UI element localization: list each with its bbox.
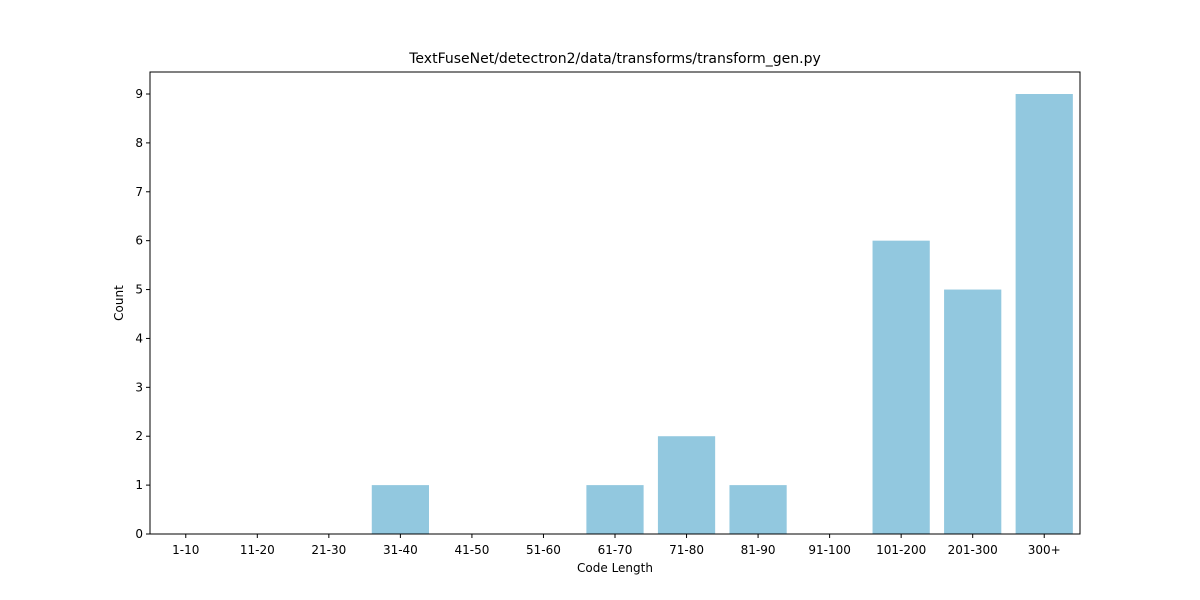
y-tick-label: 7: [135, 185, 143, 199]
x-tick-label: 41-50: [454, 543, 489, 557]
x-tick-label: 11-20: [240, 543, 275, 557]
x-axis: 1-10 11-20 21-30 31-40 41-50 51-60 61-70 71-80 8…: [172, 534, 1061, 557]
y-tick-label: 3: [135, 380, 143, 394]
x-tick-label: 51-60: [526, 543, 561, 557]
y-tick-label: 4: [135, 331, 143, 345]
bar-300+: [1015, 94, 1073, 534]
x-tick-label: 300+: [1028, 543, 1061, 557]
bar-81-90: [729, 485, 787, 534]
x-axis-title: Code Length: [577, 561, 653, 575]
bars-group: [371, 94, 1073, 534]
y-tick-label: 2: [135, 429, 143, 443]
x-tick-label: 91-100: [808, 543, 851, 557]
plot-frame: [149, 71, 1081, 535]
y-axis-title: Count: [112, 285, 126, 321]
y-tick-label: 5: [135, 283, 143, 297]
x-tick-label: 71-80: [669, 543, 704, 557]
x-tick-label: 81-90: [741, 543, 776, 557]
chart-title: TextFuseNet/detectron2/data/transforms/t…: [408, 51, 821, 67]
y-tick-label: 8: [135, 136, 143, 150]
x-tick-label: 31-40: [383, 543, 418, 557]
x-tick-label: 21-30: [311, 543, 346, 557]
bar-31-40: [371, 485, 429, 534]
bar-71-80: [657, 436, 716, 534]
y-tick-label: 0: [135, 527, 143, 541]
bar-201-300: [944, 289, 1002, 534]
bar-101-200: [872, 240, 930, 534]
y-tick-label: 9: [135, 87, 143, 101]
y-tick-label: 1: [135, 478, 143, 492]
x-tick-label: 61-70: [598, 543, 633, 557]
x-tick-label: 201-300: [948, 543, 998, 557]
x-tick-label: 101-200: [876, 543, 926, 557]
x-tick-label: 1-10: [172, 543, 199, 557]
y-tick-label: 6: [135, 234, 143, 248]
bar-61-70: [586, 485, 644, 534]
y-axis: 0 1 2 3 4 5 6 7 8 9: [135, 87, 150, 541]
